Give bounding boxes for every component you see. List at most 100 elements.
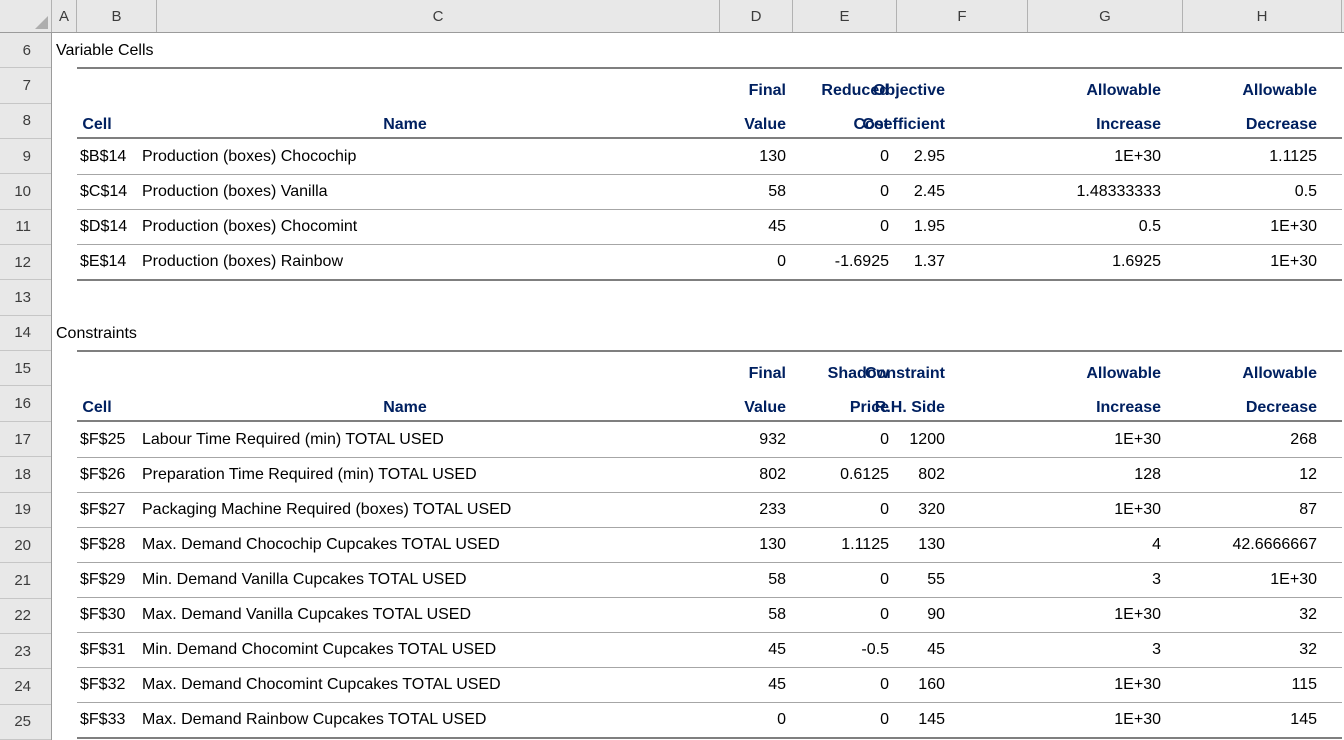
column-header[interactable]: Allowable <box>1086 365 1161 382</box>
column-header[interactable]: Price <box>849 399 889 416</box>
column-header-A[interactable]: A <box>52 0 77 32</box>
cell-ref[interactable]: $F$30 <box>80 606 126 623</box>
cell-value[interactable]: 1E+30 <box>1270 571 1317 588</box>
cell-value[interactable]: 0 <box>880 676 889 693</box>
row-header-12[interactable]: 12 <box>0 245 51 281</box>
cell-value[interactable]: 1E+30 <box>1114 711 1161 728</box>
cell-value[interactable]: 932 <box>759 430 786 448</box>
cell-value[interactable]: 802 <box>759 466 786 483</box>
cell-name[interactable]: Production (boxes) Chocochip <box>142 147 357 165</box>
cell-value[interactable]: 1E+30 <box>1114 501 1161 518</box>
cell-name[interactable]: Production (boxes) Vanilla <box>142 183 328 200</box>
column-header[interactable]: Coefficient <box>862 116 945 133</box>
cell-value[interactable]: 1.6925 <box>1112 253 1161 270</box>
row-header-25[interactable]: 25 <box>0 705 51 740</box>
cell-value[interactable]: 1E+30 <box>1114 676 1161 693</box>
section-title-constraints[interactable]: Constraints <box>56 325 137 342</box>
cell-value[interactable]: 0 <box>880 147 889 165</box>
row-header-8[interactable]: 8 <box>0 104 51 140</box>
cell-name[interactable]: Labour Time Required (min) TOTAL USED <box>142 430 444 448</box>
row-header-20[interactable]: 20 <box>0 528 51 564</box>
cell-ref[interactable]: $D$14 <box>80 218 128 235</box>
cell-value[interactable]: 1E+30 <box>1270 218 1317 235</box>
cell-value[interactable]: 145 <box>1290 711 1317 728</box>
cell-value[interactable]: 145 <box>918 711 945 728</box>
column-header[interactable]: Objective <box>872 82 945 99</box>
cell-name[interactable]: Min. Demand Chocomint Cupcakes TOTAL USE… <box>142 641 497 658</box>
column-header-B[interactable]: B <box>77 0 157 32</box>
cell-value[interactable]: -0.5 <box>861 641 889 658</box>
cell-value[interactable]: 0 <box>880 711 889 728</box>
cell-value[interactable]: 130 <box>759 536 786 553</box>
cell-value[interactable]: 0 <box>880 183 889 200</box>
column-header[interactable]: Increase <box>1096 116 1161 133</box>
cell-ref[interactable]: $F$29 <box>80 571 126 588</box>
cell-value[interactable]: 0 <box>880 501 889 518</box>
cell-value[interactable]: -1.6925 <box>834 253 889 270</box>
cell-column-header[interactable]: Cell <box>82 116 112 133</box>
column-header-F[interactable]: F <box>897 0 1028 32</box>
column-header[interactable]: Allowable <box>1242 82 1317 99</box>
cell-value[interactable]: 233 <box>759 501 786 518</box>
row-header-6[interactable]: 6 <box>0 33 51 69</box>
row-header-9[interactable]: 9 <box>0 139 51 175</box>
column-header[interactable]: Increase <box>1096 399 1161 416</box>
cell-value[interactable]: 42.6666667 <box>1232 536 1317 553</box>
column-header[interactable]: Decrease <box>1245 399 1317 416</box>
cell-value[interactable]: 0.5 <box>1294 183 1317 200</box>
cell-name[interactable]: Production (boxes) Rainbow <box>142 253 343 270</box>
column-header-D[interactable]: D <box>720 0 793 32</box>
cell-value[interactable]: 0 <box>777 711 786 728</box>
cell-ref[interactable]: $F$27 <box>80 501 126 518</box>
cell-value[interactable]: 55 <box>927 571 945 588</box>
cell-value[interactable]: 45 <box>927 641 945 658</box>
cell-value[interactable]: 90 <box>927 606 945 623</box>
column-header[interactable]: Constraint <box>865 365 945 382</box>
column-header-H[interactable]: H <box>1183 0 1342 32</box>
row-header-14[interactable]: 14 <box>0 316 51 352</box>
select-all-corner[interactable] <box>0 0 52 32</box>
cell-value[interactable]: 128 <box>1134 466 1161 483</box>
cell-ref[interactable]: $F$28 <box>80 536 126 553</box>
cell-name[interactable]: Max. Demand Chocochip Cupcakes TOTAL USE… <box>142 536 500 553</box>
cell-value[interactable]: 115 <box>1291 676 1317 693</box>
cell-value[interactable]: 1200 <box>909 430 945 448</box>
cell-value[interactable]: 58 <box>768 571 786 588</box>
column-header[interactable]: Cost <box>853 116 889 133</box>
row-header-17[interactable]: 17 <box>0 422 51 458</box>
cell-value[interactable]: 2.45 <box>913 183 945 200</box>
cell-value[interactable]: 1.1125 <box>1269 147 1317 165</box>
cell-value[interactable]: 58 <box>768 606 786 623</box>
cell-value[interactable]: 160 <box>918 676 945 693</box>
cell-ref[interactable]: $F$32 <box>80 676 126 693</box>
cell-value[interactable]: 1E+30 <box>1114 147 1161 165</box>
cell-ref[interactable]: $F$25 <box>80 430 126 448</box>
cell-value[interactable]: 45 <box>768 641 786 658</box>
cell-value[interactable]: 45 <box>768 218 786 235</box>
row-header-18[interactable]: 18 <box>0 457 51 493</box>
row-header-23[interactable]: 23 <box>0 634 51 670</box>
column-header-E[interactable]: E <box>793 0 897 32</box>
cell-value[interactable]: 0 <box>777 253 786 270</box>
cell-value[interactable]: 2.95 <box>913 147 945 165</box>
cell-value[interactable]: 87 <box>1299 501 1317 518</box>
cell-name[interactable]: Packaging Machine Required (boxes) TOTAL… <box>142 501 512 518</box>
cell-value[interactable]: 320 <box>918 501 945 518</box>
cell-value[interactable]: 0.5 <box>1138 218 1161 235</box>
cell-ref[interactable]: $C$14 <box>80 183 128 200</box>
cell-value[interactable]: 45 <box>768 676 786 693</box>
cell-value[interactable]: 1.1125 <box>841 536 889 553</box>
cell-value[interactable]: 1E+30 <box>1114 430 1161 448</box>
cell-value[interactable]: 58 <box>768 183 786 200</box>
cell-name[interactable]: Max. Demand Chocomint Cupcakes TOTAL USE… <box>142 676 501 693</box>
cell-value[interactable]: 802 <box>918 466 945 483</box>
cell-value[interactable]: 1.48333333 <box>1076 183 1161 200</box>
cell-ref[interactable]: $F$26 <box>80 466 126 483</box>
cell-value[interactable]: 3 <box>1152 641 1161 658</box>
row-header-7[interactable]: 7 <box>0 68 51 104</box>
row-header-19[interactable]: 19 <box>0 493 51 528</box>
column-header[interactable]: Reduced <box>821 82 889 99</box>
row-header-10[interactable]: 10 <box>0 174 51 210</box>
cell-value[interactable]: 1.37 <box>913 253 945 270</box>
column-header[interactable]: Allowable <box>1242 365 1317 382</box>
